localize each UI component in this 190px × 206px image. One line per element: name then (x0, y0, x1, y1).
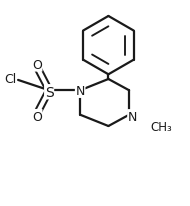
Text: S: S (45, 85, 54, 99)
Text: Cl: Cl (4, 73, 16, 86)
Text: O: O (32, 59, 42, 72)
Text: N: N (128, 110, 137, 123)
Text: CH₃: CH₃ (151, 120, 173, 133)
Text: N: N (75, 85, 85, 98)
Text: O: O (32, 110, 42, 123)
